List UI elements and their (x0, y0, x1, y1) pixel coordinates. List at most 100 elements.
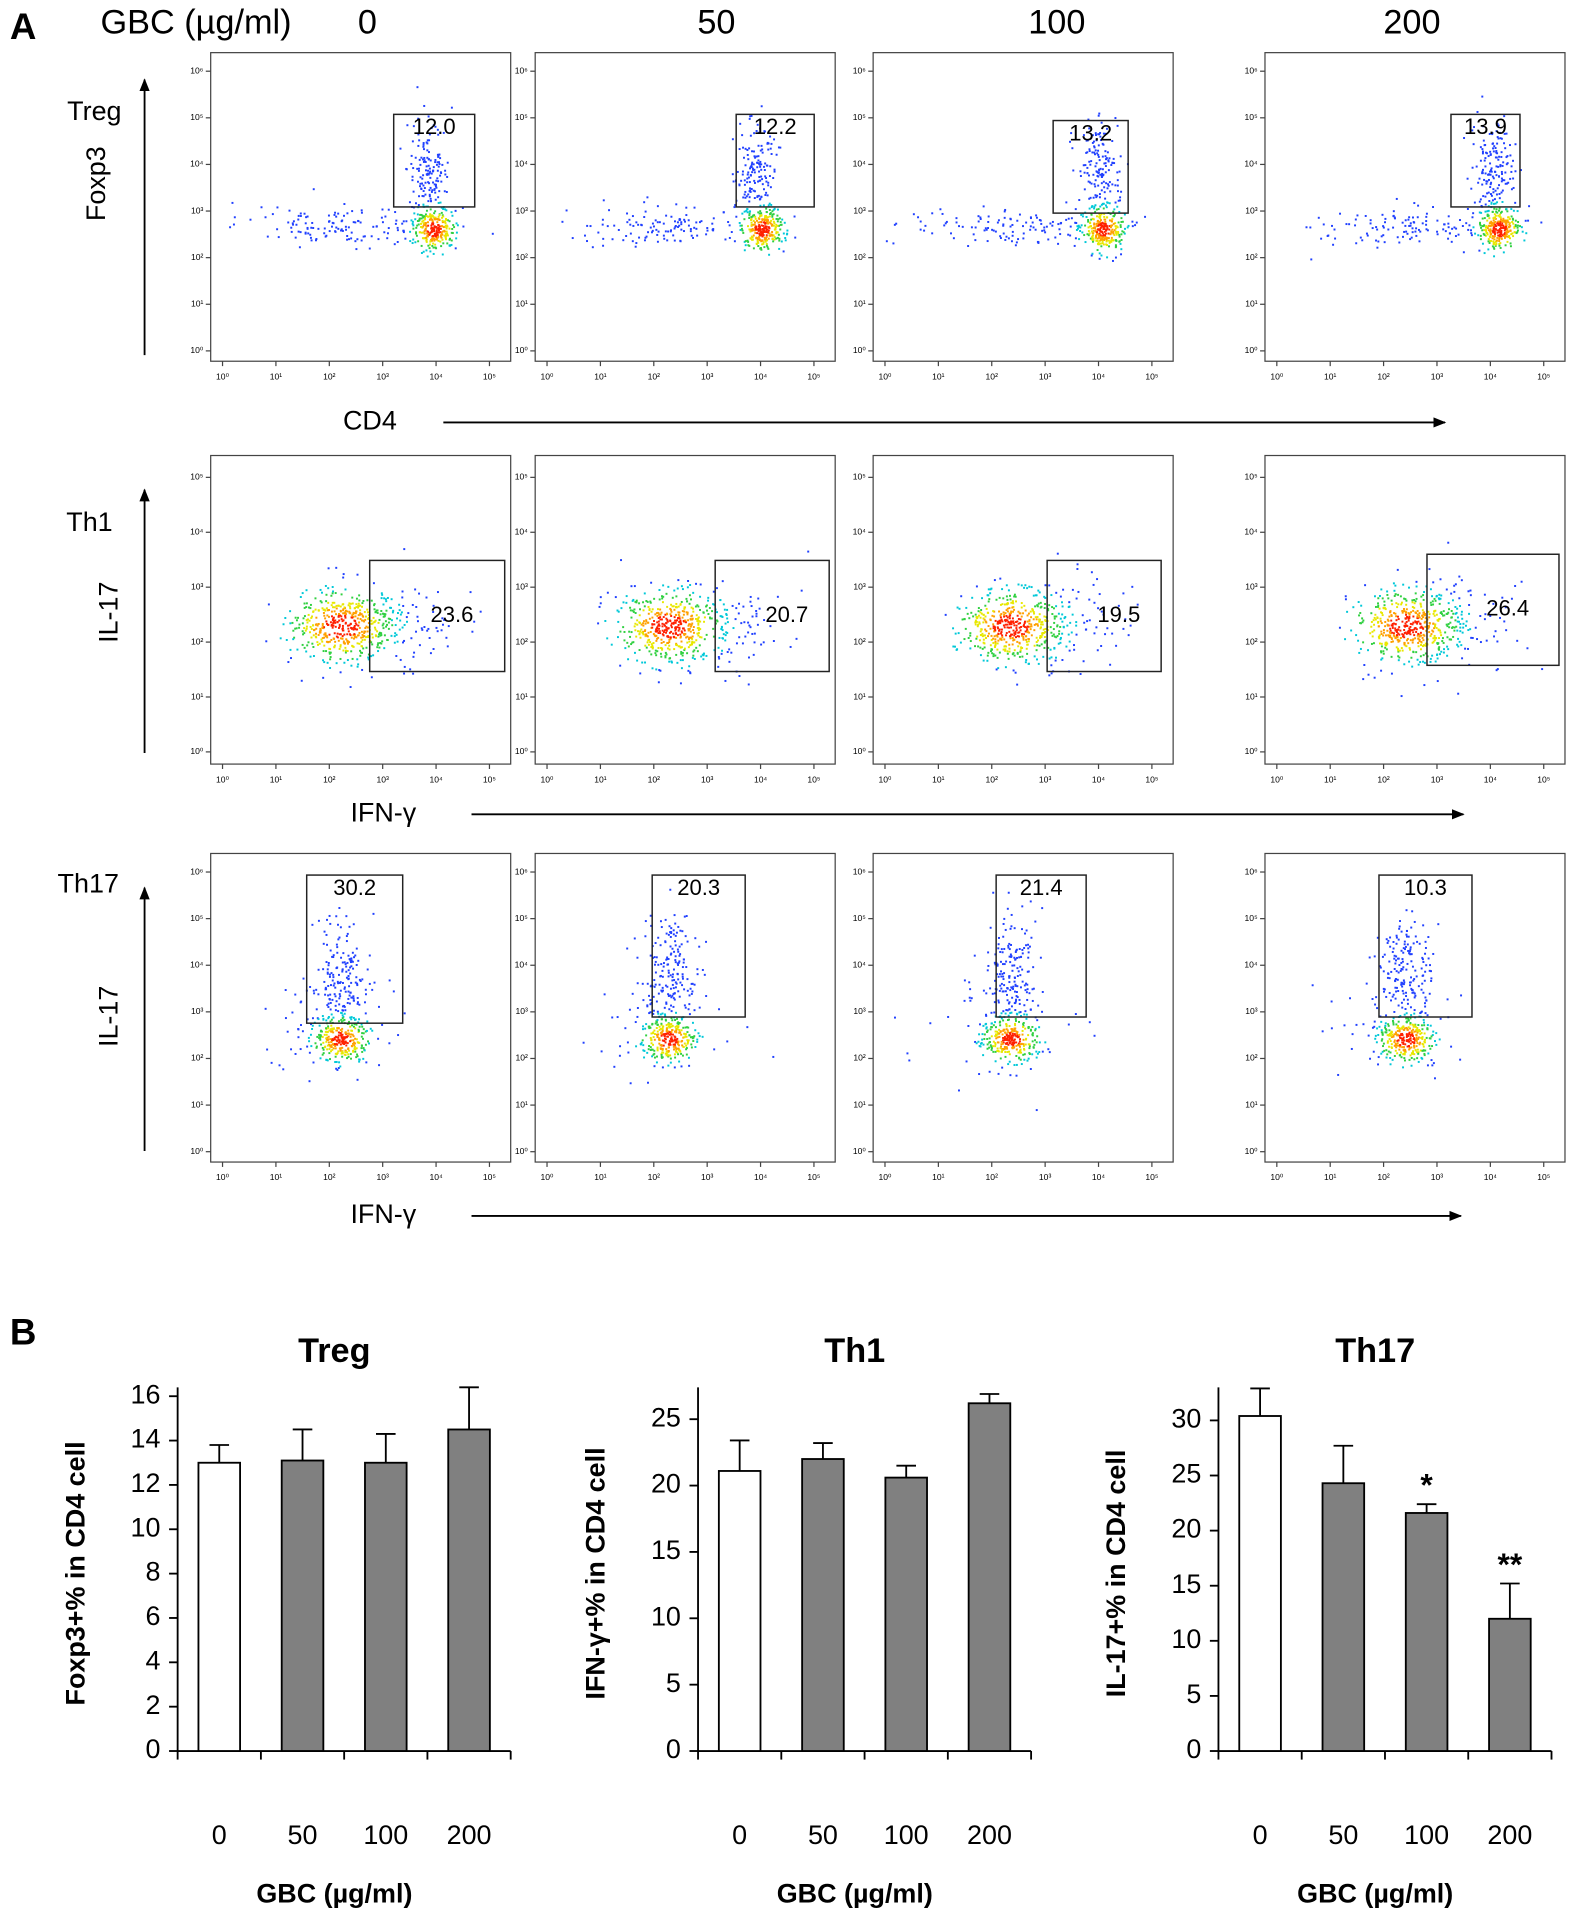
event-dot (1430, 604, 1433, 606)
event-dot (337, 212, 340, 215)
event-dot (1413, 606, 1416, 609)
event-dot (1416, 634, 1419, 637)
event-dot (1435, 613, 1438, 616)
event-dot (998, 628, 1001, 631)
event-dot (726, 631, 729, 634)
event-dot (383, 634, 386, 637)
event-dot (1487, 155, 1490, 158)
event-dot (354, 1050, 357, 1053)
event-dot (418, 139, 421, 142)
event-dot (332, 619, 335, 622)
event-dot (747, 176, 750, 179)
event-dot (1098, 243, 1101, 246)
event-dot (1018, 635, 1021, 638)
event-dot (367, 656, 370, 659)
event-dot (1100, 245, 1103, 248)
event-dot (381, 208, 384, 211)
event-dot (630, 631, 633, 634)
event-dot (265, 640, 268, 643)
event-dot (276, 206, 279, 209)
event-dot (746, 177, 749, 180)
event-dot (1095, 239, 1098, 242)
event-dot (387, 617, 390, 620)
event-dot (451, 232, 454, 234)
event-dot (1322, 223, 1325, 226)
event-dot (955, 221, 958, 224)
event-dot (767, 226, 770, 229)
event-dot (351, 1024, 353, 1027)
event-dot (1100, 182, 1103, 185)
event-dot (683, 634, 686, 637)
event-dot (712, 635, 715, 638)
event-dot (1496, 222, 1499, 225)
event-dot (1104, 197, 1107, 200)
event-dot (746, 225, 749, 228)
event-dot (363, 620, 366, 623)
event-dot (669, 636, 672, 639)
event-dot (1479, 224, 1482, 227)
event-dot (1431, 600, 1434, 603)
event-dot (657, 632, 660, 634)
event-dot (646, 196, 649, 199)
event-dot (1376, 246, 1379, 249)
event-dot (421, 158, 424, 161)
event-dot (636, 623, 639, 626)
event-dot (412, 125, 415, 128)
y-tick-label: 10⁰ (853, 345, 867, 355)
event-dot (394, 211, 397, 214)
event-dot (1409, 633, 1412, 636)
event-dot (636, 659, 639, 662)
event-dot (353, 633, 356, 636)
y-tick-label: 10³ (515, 581, 528, 591)
event-dot (561, 220, 564, 223)
event-dot (683, 632, 685, 635)
event-dot (1403, 632, 1406, 634)
event-dot (1075, 633, 1078, 636)
flow-plot-frame (1264, 454, 1566, 765)
event-dot (1097, 228, 1100, 231)
event-dot (1447, 237, 1450, 240)
event-dot (340, 1052, 343, 1055)
event-dot (1429, 588, 1432, 591)
event-dot (417, 180, 419, 183)
event-dot (321, 626, 324, 629)
event-dot (766, 142, 769, 145)
event-dot (454, 247, 457, 250)
x-tick-label: 10² (323, 1172, 336, 1182)
event-dot (1489, 239, 1492, 242)
event-dot (999, 603, 1002, 606)
event-dot (1524, 219, 1527, 222)
event-dot (1497, 220, 1500, 223)
event-dot (1097, 144, 1100, 147)
event-dot (346, 1035, 349, 1038)
event-dot (332, 1047, 335, 1050)
event-dot (748, 228, 751, 231)
event-dot (634, 629, 637, 632)
event-dot (344, 1049, 347, 1052)
event-dot (1500, 237, 1503, 240)
event-dot (608, 209, 611, 212)
event-dot (989, 588, 992, 591)
event-dot (738, 636, 741, 639)
event-dot (776, 224, 779, 227)
event-dot (1413, 598, 1416, 601)
event-dot (1096, 215, 1098, 218)
event-dot (1419, 626, 1422, 629)
event-dot (338, 647, 341, 650)
event-dot (1030, 586, 1033, 589)
event-dot (1514, 219, 1517, 222)
event-dot (442, 131, 445, 134)
event-dot (428, 215, 431, 218)
event-dot (768, 215, 771, 218)
event-dot (1097, 224, 1100, 227)
event-dot (346, 650, 349, 652)
event-dot (1084, 224, 1087, 227)
event-dot (660, 638, 663, 641)
event-dot (1416, 613, 1419, 616)
event-dot (606, 637, 609, 640)
event-dot (1009, 225, 1012, 228)
event-dot (672, 621, 675, 624)
event-dot (1091, 151, 1094, 154)
event-dot (1496, 122, 1499, 125)
event-dot (677, 579, 680, 582)
